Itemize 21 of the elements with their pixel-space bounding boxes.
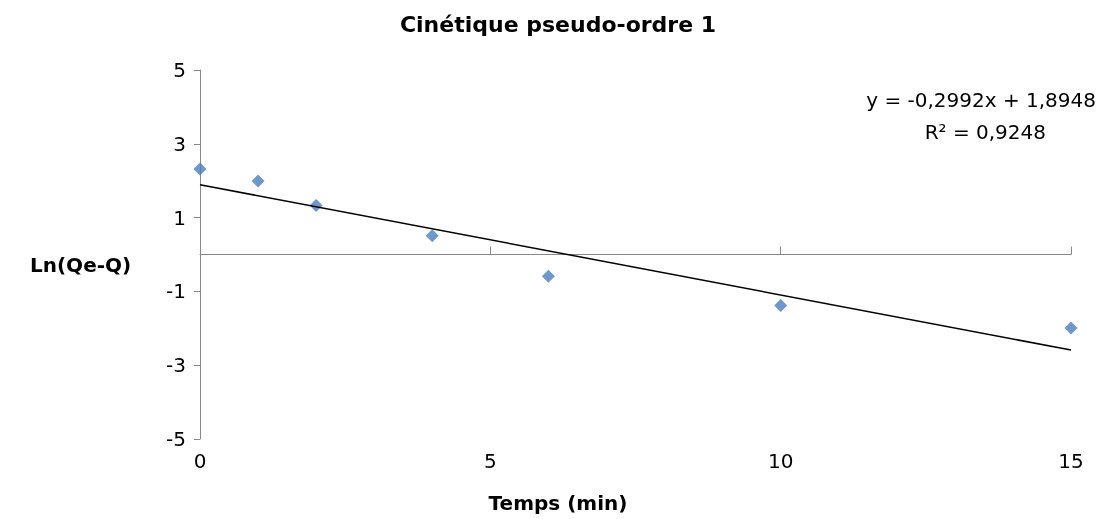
annotation: y = -0,2992x + 1,8948 [866,88,1096,112]
x-axis-title: Temps (min) [488,491,628,515]
y-tick-label: 1 [173,205,186,230]
y-tick-label: -3 [166,353,186,378]
chart-title: Cinétique pseudo-ordre 1 [399,11,717,37]
y-tick-label: -5 [166,427,186,451]
y-tick-label: 3 [173,131,186,156]
point [425,229,439,243]
point [193,162,207,176]
y-axis-title: Ln(Qe-Q) [30,253,132,277]
y-tick-label: -1 [166,279,186,304]
point [774,298,788,312]
x-tick-label: 10 [767,449,794,473]
point [541,269,555,283]
point [1064,321,1078,335]
x-tick-label: 0 [193,449,207,473]
point [251,174,265,188]
x-tick-label: 15 [1058,449,1084,473]
annotation: R² = 0,9248 [924,120,1047,144]
y-tick-label: 5 [173,58,186,82]
x-tick-label: 5 [483,449,497,473]
